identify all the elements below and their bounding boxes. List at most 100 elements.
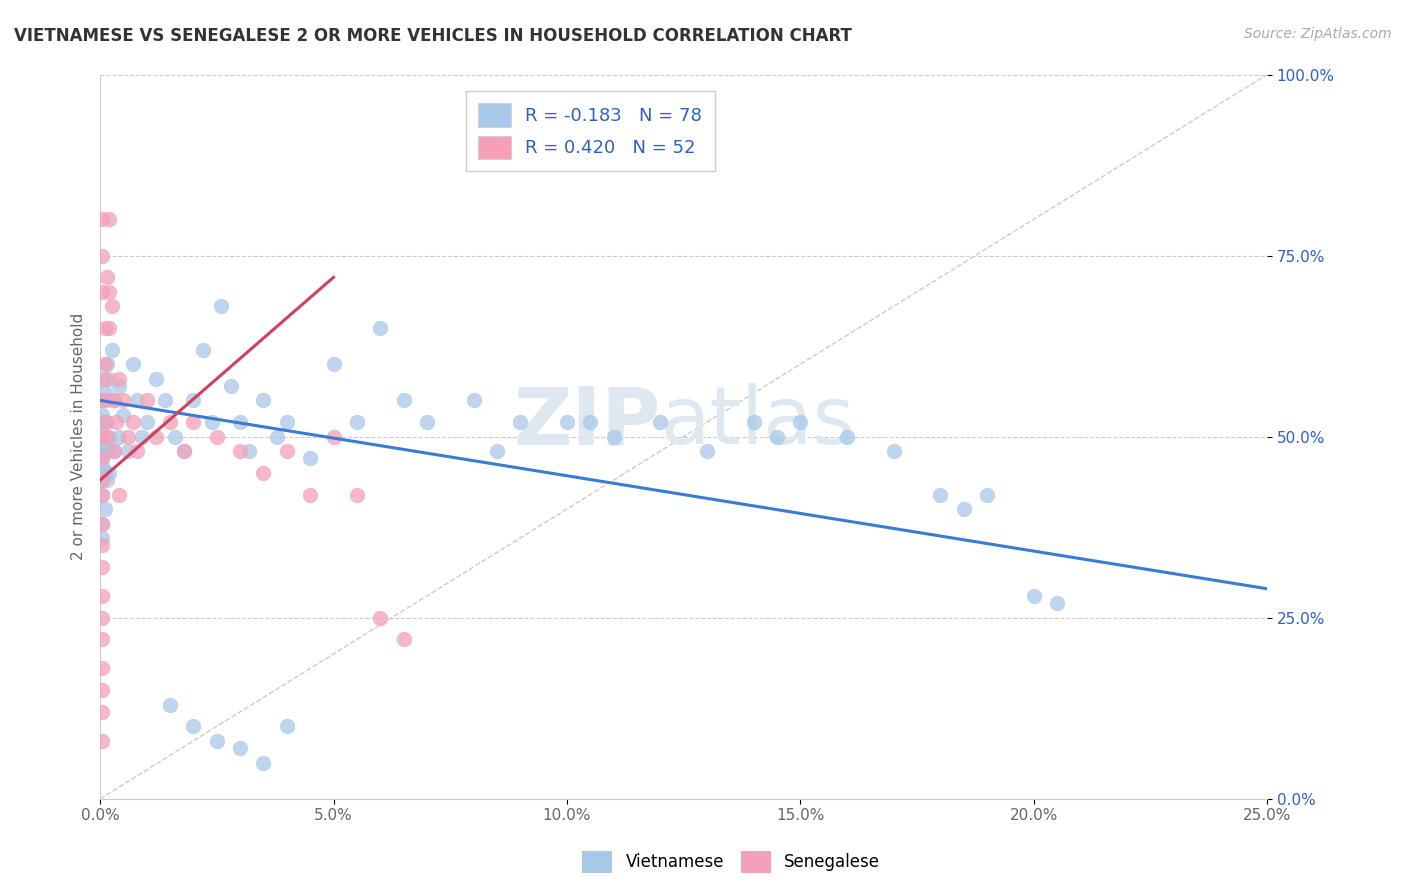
Point <box>91 393 114 408</box>
Point <box>135 415 157 429</box>
Legend: R = -0.183   N = 78, R = 0.420   N = 52: R = -0.183 N = 78, R = 0.420 N = 52 <box>465 91 714 171</box>
Text: Source: ZipAtlas.com: Source: ZipAtlas.com <box>1244 27 1392 41</box>
Point <box>368 610 391 624</box>
Point <box>191 343 214 357</box>
Point <box>91 458 114 473</box>
Point <box>101 299 124 313</box>
Point <box>229 444 252 458</box>
Point <box>103 444 125 458</box>
Point <box>322 357 344 371</box>
Point <box>485 444 508 458</box>
Point <box>91 487 114 501</box>
Point <box>145 430 167 444</box>
Point <box>696 444 718 458</box>
Point <box>105 415 128 429</box>
Point <box>98 466 121 480</box>
Point <box>94 437 117 451</box>
Point <box>91 661 114 675</box>
Point <box>159 698 181 712</box>
Point <box>94 386 117 401</box>
Point <box>121 415 143 429</box>
Point <box>131 430 153 444</box>
Point <box>91 444 114 458</box>
Point <box>94 502 117 516</box>
Point <box>91 451 114 466</box>
Point <box>1046 596 1069 610</box>
Point <box>252 466 274 480</box>
Point <box>211 299 233 313</box>
Text: VIETNAMESE VS SENEGALESE 2 OR MORE VEHICLES IN HOUSEHOLD CORRELATION CHART: VIETNAMESE VS SENEGALESE 2 OR MORE VEHIC… <box>14 27 852 45</box>
Point <box>135 393 157 408</box>
Point <box>509 415 531 429</box>
Point <box>91 683 114 698</box>
Point <box>127 444 149 458</box>
Point <box>555 415 578 429</box>
Point <box>183 415 205 429</box>
Point <box>96 415 118 429</box>
Point <box>276 415 298 429</box>
Point <box>299 487 322 501</box>
Point <box>91 531 114 545</box>
Point <box>91 372 114 386</box>
Point <box>883 444 905 458</box>
Point <box>91 632 114 647</box>
Point <box>98 212 121 227</box>
Text: atlas: atlas <box>661 384 855 461</box>
Point <box>91 589 114 603</box>
Point <box>91 430 114 444</box>
Point <box>976 487 998 501</box>
Point <box>94 357 117 371</box>
Point <box>91 249 114 263</box>
Point <box>94 466 117 480</box>
Point <box>98 321 121 335</box>
Point <box>103 444 125 458</box>
Point <box>96 270 118 285</box>
Point <box>205 430 228 444</box>
Point <box>392 393 415 408</box>
Point <box>91 473 114 487</box>
Text: ZIP: ZIP <box>513 384 661 461</box>
Point <box>91 473 114 487</box>
Point <box>91 516 114 531</box>
Point <box>835 430 858 444</box>
Point <box>229 415 252 429</box>
Point <box>201 415 224 429</box>
Point <box>929 487 952 501</box>
Point <box>98 430 121 444</box>
Point <box>322 430 344 444</box>
Point <box>91 430 114 444</box>
Point <box>96 357 118 371</box>
Point <box>107 430 129 444</box>
Point <box>579 415 602 429</box>
Point <box>96 473 118 487</box>
Point <box>650 415 672 429</box>
Point <box>117 444 139 458</box>
Point <box>91 734 114 748</box>
Point <box>252 393 274 408</box>
Point <box>155 393 177 408</box>
Point <box>205 734 228 748</box>
Point <box>96 430 118 444</box>
Point <box>91 560 114 574</box>
Point <box>346 487 368 501</box>
Y-axis label: 2 or more Vehicles in Household: 2 or more Vehicles in Household <box>72 313 86 560</box>
Point <box>103 393 125 408</box>
Point <box>91 408 114 422</box>
Point <box>91 393 114 408</box>
Point <box>91 285 114 299</box>
Point <box>299 451 322 466</box>
Point <box>91 516 114 531</box>
Point <box>229 741 252 756</box>
Point <box>766 430 789 444</box>
Point <box>173 444 195 458</box>
Point <box>742 415 765 429</box>
Point <box>94 415 117 429</box>
Point <box>91 451 114 466</box>
Point <box>94 372 117 386</box>
Point <box>98 372 121 386</box>
Point <box>602 430 624 444</box>
Point <box>276 719 298 733</box>
Point <box>266 430 288 444</box>
Point <box>91 705 114 719</box>
Point <box>183 393 205 408</box>
